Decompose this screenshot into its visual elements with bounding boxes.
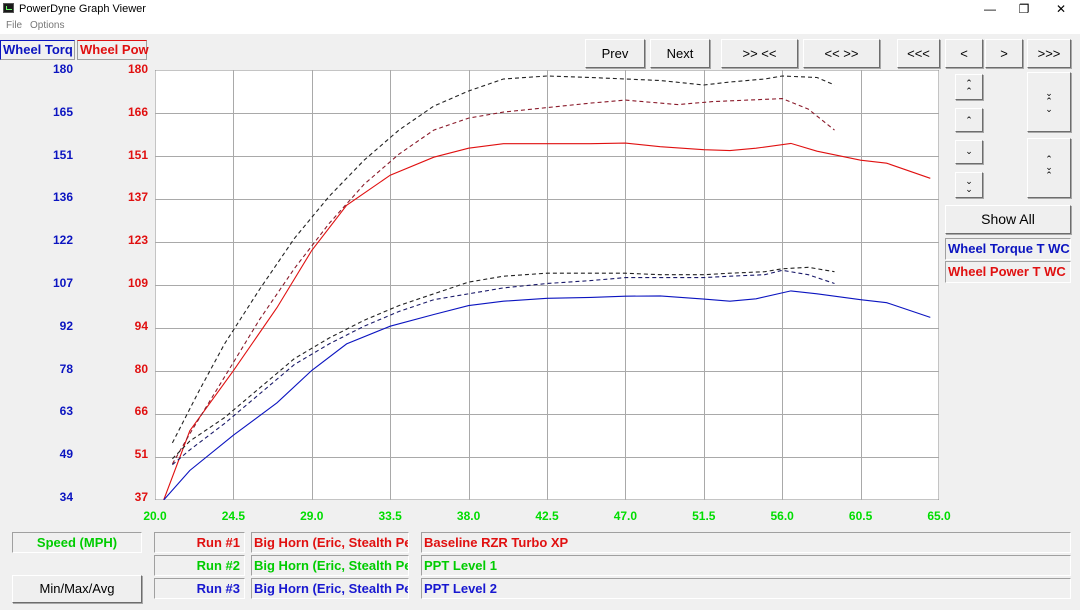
x-tick-label: 56.0 <box>770 509 794 523</box>
zoom-out-button[interactable]: << >> <box>803 39 880 68</box>
zoom-in-button[interactable]: >> << <box>721 39 798 68</box>
y-left-tick-label: 165 <box>52 104 73 119</box>
menu-options[interactable]: Options <box>30 20 65 31</box>
x-tick-label: 47.0 <box>613 509 638 523</box>
app-graph-icon <box>3 3 14 13</box>
power-dashed-series-line-2 <box>171 75 835 444</box>
legend-wheel-torque[interactable]: Wheel Torque T WC <box>945 238 1071 260</box>
run-vehicle-1[interactable]: Big Horn (Eric, Stealth Per <box>251 532 409 553</box>
run-tune-1[interactable]: Baseline RZR Turbo XP <box>421 532 1071 553</box>
x-tick-label: 29.0 <box>300 509 324 523</box>
menu-file[interactable]: File <box>6 20 23 31</box>
run-vehicle-2[interactable]: Big Horn (Eric, Stealth Per <box>251 555 409 576</box>
x-tick-label: 24.5 <box>221 509 246 523</box>
torque-solid-series-line-3 <box>163 290 931 500</box>
minimize-icon[interactable]: — <box>984 2 996 16</box>
close-icon[interactable]: ✕ <box>1055 2 1067 16</box>
menu-bar: File Options <box>0 18 1080 34</box>
y-right-tick-label: 151 <box>127 147 148 162</box>
run-label-1[interactable]: Run #1 <box>154 532 245 553</box>
scroll-far-right-button[interactable]: >>> <box>1027 39 1071 68</box>
compress-chevrons-icon: ⌃ ⌄ ⌃ <box>1045 154 1053 180</box>
scroll-far-left-button[interactable]: <<< <box>897 39 940 68</box>
y-right-tick-label: 80 <box>134 361 148 376</box>
y-left-tick-label: 34 <box>59 490 73 504</box>
run-vehicle-3[interactable]: Big Horn (Eric, Stealth Per <box>251 578 409 599</box>
scroll-up-button[interactable]: ⌃ <box>955 108 983 132</box>
y-right-tick-label: 123 <box>127 233 148 248</box>
chevron-down-icon: ⌄ <box>965 146 973 156</box>
torque-dashed-series-line-4 <box>172 269 835 466</box>
scroll-down-fast-button[interactable]: ⌄ ⌄ <box>955 172 983 198</box>
y-left-tick-label: 92 <box>59 318 73 333</box>
legend-wheel-power[interactable]: Wheel Power T WC ( <box>945 261 1071 283</box>
run-label-3[interactable]: Run #3 <box>154 578 245 599</box>
y-left-tick-label: 122 <box>52 233 73 248</box>
y-left-tick-label: 136 <box>52 190 73 205</box>
y-right-tick-label: 37 <box>134 490 148 504</box>
run-label-2[interactable]: Run #2 <box>154 555 245 576</box>
torque-dashed-series-line-5 <box>172 266 835 460</box>
run-tune-2[interactable]: PPT Level 1 <box>421 555 1071 576</box>
y-left-tick-label: 63 <box>59 404 73 419</box>
expand-chevrons-icon: ⌄ ⌃ ⌄ <box>1045 88 1053 114</box>
run-tune-3[interactable]: PPT Level 2 <box>421 578 1071 599</box>
min-max-avg-button[interactable]: Min/Max/Avg <box>12 575 142 603</box>
y-right-tick-label: 94 <box>134 318 148 333</box>
x-tick-label: 51.5 <box>692 509 716 523</box>
x-tick-label: 38.0 <box>456 509 481 523</box>
title-bar: PowerDyne Graph Viewer — ❐ ✕ <box>0 0 1080 18</box>
scroll-left-button[interactable]: < <box>945 39 983 68</box>
scroll-up-fast-button[interactable]: ⌃ ⌃ <box>955 74 983 100</box>
maximize-icon[interactable]: ❐ <box>1018 2 1030 16</box>
next-button[interactable]: Next <box>650 39 710 68</box>
prev-button[interactable]: Prev <box>585 39 645 68</box>
y-left-tick-label: 180 <box>52 62 73 76</box>
scale-expand-button[interactable]: ⌄ ⌃ ⌄ <box>1027 72 1071 132</box>
x-axis-channel-label[interactable]: Speed (MPH) <box>12 532 142 553</box>
y-left-tick-label: 151 <box>52 147 73 162</box>
y-right-tick-label: 137 <box>127 190 148 205</box>
power-solid-series-line-0 <box>163 142 931 500</box>
y-right-tick-label: 51 <box>134 447 148 462</box>
tab-wheel-power[interactable]: Wheel Pow <box>77 40 149 60</box>
dyno-chart <box>155 70 939 500</box>
show-all-button[interactable]: Show All <box>945 205 1071 234</box>
scale-compress-button[interactable]: ⌃ ⌄ ⌃ <box>1027 138 1071 198</box>
y-right-tick-label: 109 <box>127 276 148 290</box>
y-left-tick-label: 107 <box>52 276 73 290</box>
x-tick-label: 20.0 <box>143 509 167 523</box>
scroll-right-button[interactable]: > <box>985 39 1023 68</box>
x-tick-label: 65.0 <box>927 509 951 523</box>
x-tick-label: 42.5 <box>535 509 559 523</box>
y-right-tick-label: 66 <box>134 404 148 419</box>
chevron-up-icon: ⌃ <box>965 115 973 125</box>
scroll-down-button[interactable]: ⌄ <box>955 140 983 164</box>
x-tick-label: 33.5 <box>378 509 402 523</box>
y-right-tick-label: 180 <box>127 62 148 76</box>
y-left-tick-label: 78 <box>59 361 73 376</box>
double-chevron-up-icon: ⌃ ⌃ <box>965 78 973 96</box>
y-right-tick-label: 166 <box>127 104 148 119</box>
x-tick-label: 60.5 <box>848 509 873 523</box>
double-chevron-down-icon: ⌄ ⌄ <box>965 176 973 194</box>
power-dashed-series-line-1 <box>171 98 835 465</box>
window-title: PowerDyne Graph Viewer <box>19 3 146 15</box>
y-left-tick-label: 49 <box>59 447 73 462</box>
tab-wheel-torque[interactable]: Wheel Torq <box>0 40 75 60</box>
